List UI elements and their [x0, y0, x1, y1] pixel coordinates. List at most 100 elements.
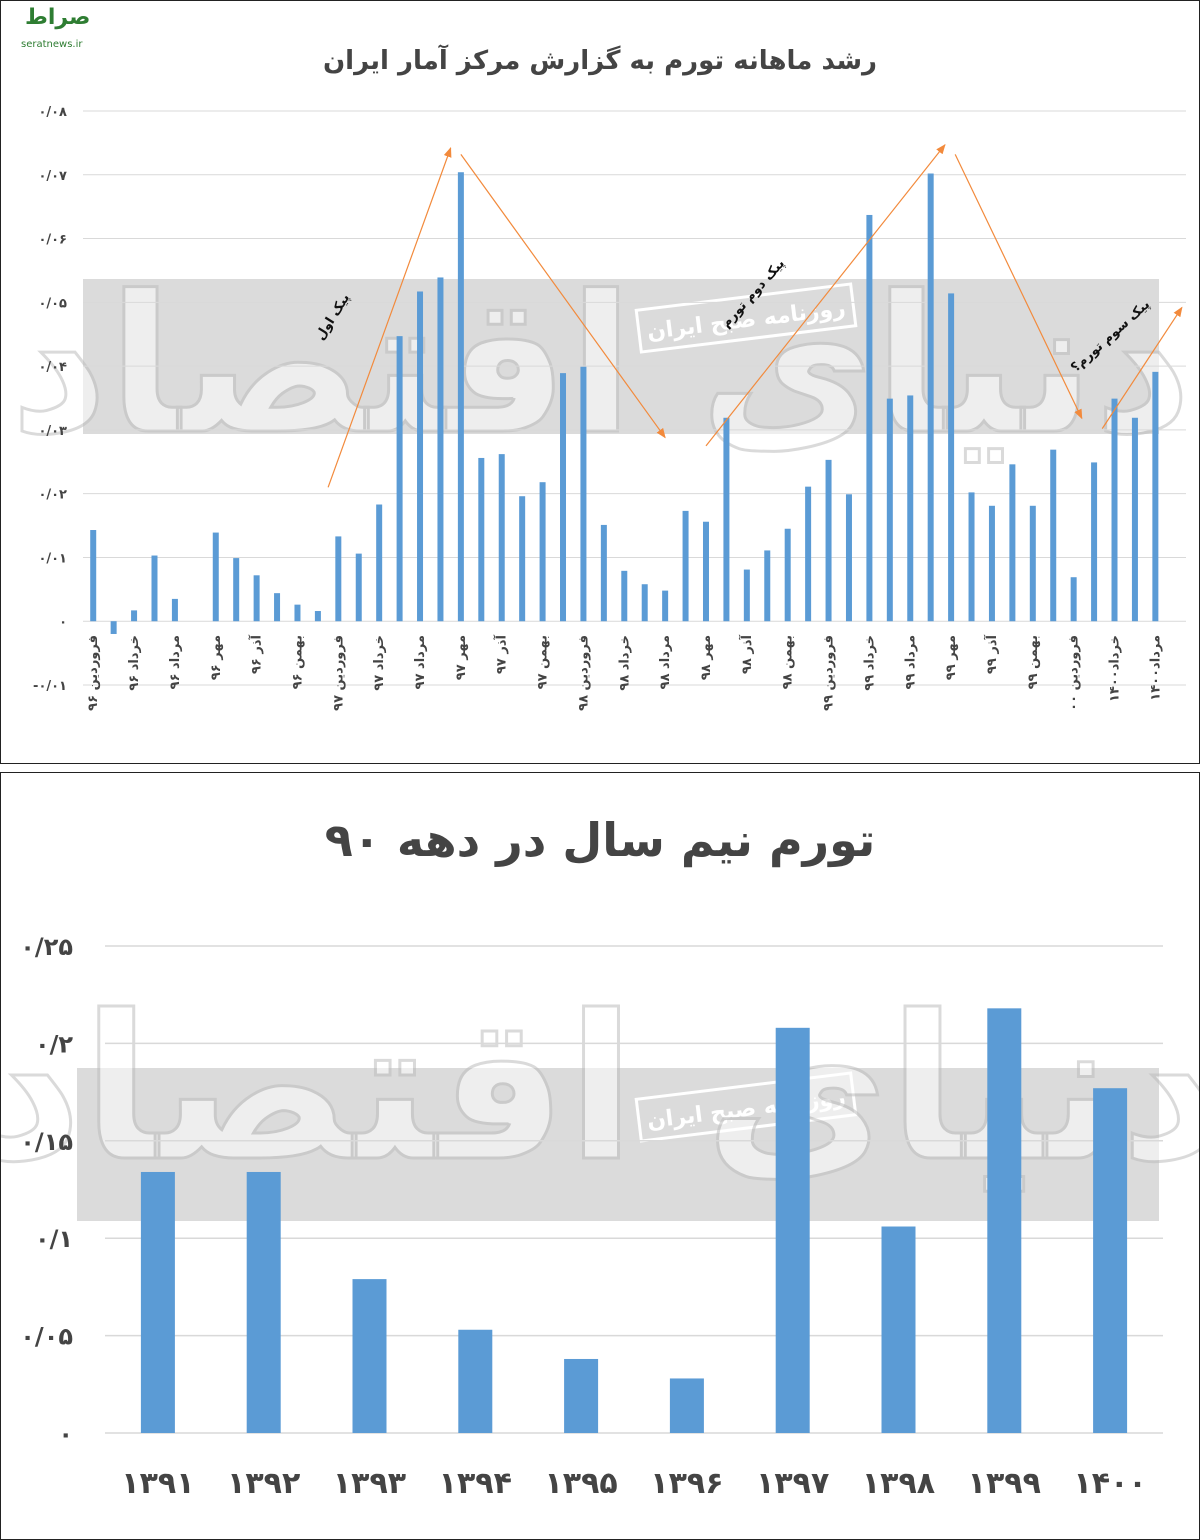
chart1-bar	[498, 454, 505, 622]
chart2-x-tick-label: ۱۳۹۵	[544, 1466, 617, 1501]
chart2-x-tick-label: ۱۳۹۱	[121, 1466, 194, 1501]
chart1-x-tick-label: بهمن ۹۷	[536, 635, 551, 689]
chart1-bar	[212, 532, 219, 622]
chart1-y-tick-label: ۰/۰۷	[38, 169, 67, 184]
chart2-bar	[352, 1279, 387, 1433]
chart1-y-tick-label: ۰	[59, 615, 67, 630]
watermark-band-box	[634, 1071, 858, 1143]
chart1-bar	[621, 570, 628, 622]
chart1-bar	[1152, 371, 1159, 622]
chart1-x-tick-label: مهر ۹۸	[699, 635, 714, 680]
chart1-bar	[600, 524, 607, 622]
chart2-y-tick-label: ۰/۲	[35, 1030, 73, 1058]
chart1-x-tick-label: آذر ۹۸	[738, 634, 755, 674]
chart1-bar	[519, 496, 526, 622]
chart1-x-tick-label: بهمن ۹۸	[781, 635, 796, 689]
chart1-x-tick-label: فروردین ۹۷	[331, 635, 346, 711]
chart2-bar	[1093, 1088, 1128, 1433]
chart1-bar	[948, 293, 955, 622]
chart1-bar	[314, 611, 321, 622]
half-year-inflation-panel: تورم نیم سال در دهه ۹۰ روزنامه صبح ایران…	[0, 772, 1200, 1540]
chart1-bar	[355, 553, 362, 622]
chart1-y-tick-label: -۰/۰۱	[33, 679, 67, 694]
chart2-x-tick-label: ۱۳۹۸	[862, 1466, 935, 1501]
chart1-x-tick-label: خرداد ۹۸	[617, 635, 632, 691]
chart1-bar	[560, 373, 567, 622]
chart1-bar	[805, 486, 812, 622]
chart1-bar	[539, 482, 546, 622]
chart1-bar	[1009, 464, 1016, 622]
chart1-bar	[1070, 577, 1077, 622]
chart1-x-tick-label: خرداد ۹۷	[372, 635, 387, 691]
chart1-bar	[580, 366, 587, 622]
watermark-band	[83, 279, 1159, 434]
chart1-bar	[988, 505, 995, 622]
chart2-y-tick-label: ۰/۱۵	[20, 1128, 73, 1156]
chart2-bar	[881, 1226, 916, 1433]
chart1-bar	[478, 457, 485, 622]
chart2-bar	[669, 1378, 704, 1433]
chart1-bar	[784, 528, 791, 622]
chart1-bar	[274, 593, 281, 622]
watermark-big-text: دنیای اقتصاد	[10, 255, 1191, 476]
chart1-x-tick-label: مهر ۹۹	[944, 635, 959, 680]
chart1-bar	[641, 584, 648, 622]
chart2-bar	[246, 1171, 281, 1433]
chart1-bar	[825, 459, 832, 622]
chart1-bar	[110, 621, 117, 634]
chart1-x-tick-label: خرداد۱۴۰۰	[1108, 635, 1123, 702]
chart1-bar	[131, 610, 138, 622]
chart1-trend-arrow	[1101, 306, 1183, 429]
chart2-y-tick-label: ۰/۰۵	[20, 1323, 73, 1351]
chart1-bar	[723, 417, 730, 622]
chart2-x-tick-label: ۱۳۹۳	[333, 1466, 406, 1501]
chart1-x-tick-label: فروردین ۹۶	[86, 635, 101, 711]
chart1-bar	[1091, 462, 1098, 622]
chart1-bar	[335, 536, 342, 622]
chart1-y-tick-label: ۰/۰۵	[38, 296, 67, 311]
chart1-x-tick-label: آذر ۹۷	[493, 634, 510, 674]
chart1-bar	[927, 173, 934, 622]
chart1-bar	[233, 558, 240, 622]
chart1-bar	[396, 336, 403, 622]
chart1-x-tick-label: مرداد۱۴۰۰	[1148, 635, 1163, 701]
chart2-title: تورم نیم سال در دهه ۹۰	[324, 813, 876, 867]
chart1-bar	[845, 494, 852, 622]
chart1-bar	[1111, 398, 1118, 622]
chart1-bar	[294, 604, 301, 622]
chart1-bar	[437, 277, 444, 622]
chart2-y-tick-label: ۰/۲۵	[20, 933, 73, 961]
chart1-x-tick-label: فروردین ۹۹	[822, 635, 837, 711]
chart2-bar	[775, 1027, 810, 1433]
logo-text: seratnews.ir	[21, 39, 83, 50]
seratnews-logo: صراط seratnews.ir	[7, 5, 107, 51]
chart2-x-tick-label: ۱۳۹۴	[439, 1466, 512, 1501]
chart1-bar	[662, 590, 669, 622]
chart1-trend-arrow	[954, 154, 1083, 420]
chart1-bar	[90, 530, 97, 622]
chart2-x-tick-label: ۱۳۹۶	[650, 1466, 723, 1501]
chart1-bar	[682, 510, 689, 622]
chart1-trend-arrow	[705, 144, 946, 447]
chart1-x-tick-label: فروردین ۰۰	[1067, 635, 1082, 711]
chart1-bar	[968, 492, 975, 622]
chart1-bar	[866, 214, 873, 622]
chart1-bar	[907, 395, 914, 622]
chart1-x-tick-label: بهمن ۹۶	[290, 635, 305, 689]
chart1-bar	[1131, 417, 1138, 622]
chart1-x-tick-label: فروردین ۹۸	[576, 635, 591, 711]
chart1-y-tick-label: ۰/۰۴	[38, 360, 67, 375]
chart1-x-tick-label: مرداد ۹۷	[413, 635, 428, 689]
chart2-bar	[987, 1008, 1022, 1433]
chart2-x-tick-label: ۱۳۹۷	[756, 1466, 829, 1501]
chart2-bar	[564, 1358, 599, 1433]
chart1-x-tick-label: آذر ۹۹	[983, 634, 1000, 674]
chart1-x-tick-label: مرداد ۹۹	[903, 635, 918, 689]
chart1-y-tick-label: ۰/۰۶	[38, 233, 67, 248]
chart1-bar	[151, 555, 158, 622]
chart1-bar	[171, 598, 178, 622]
chart1-title: رشد ماهانه تورم به گزارش مرکز آمار ایران	[322, 46, 878, 76]
chart2-bar	[140, 1171, 175, 1433]
chart1-x-tick-label: آذر ۹۶	[248, 634, 265, 674]
